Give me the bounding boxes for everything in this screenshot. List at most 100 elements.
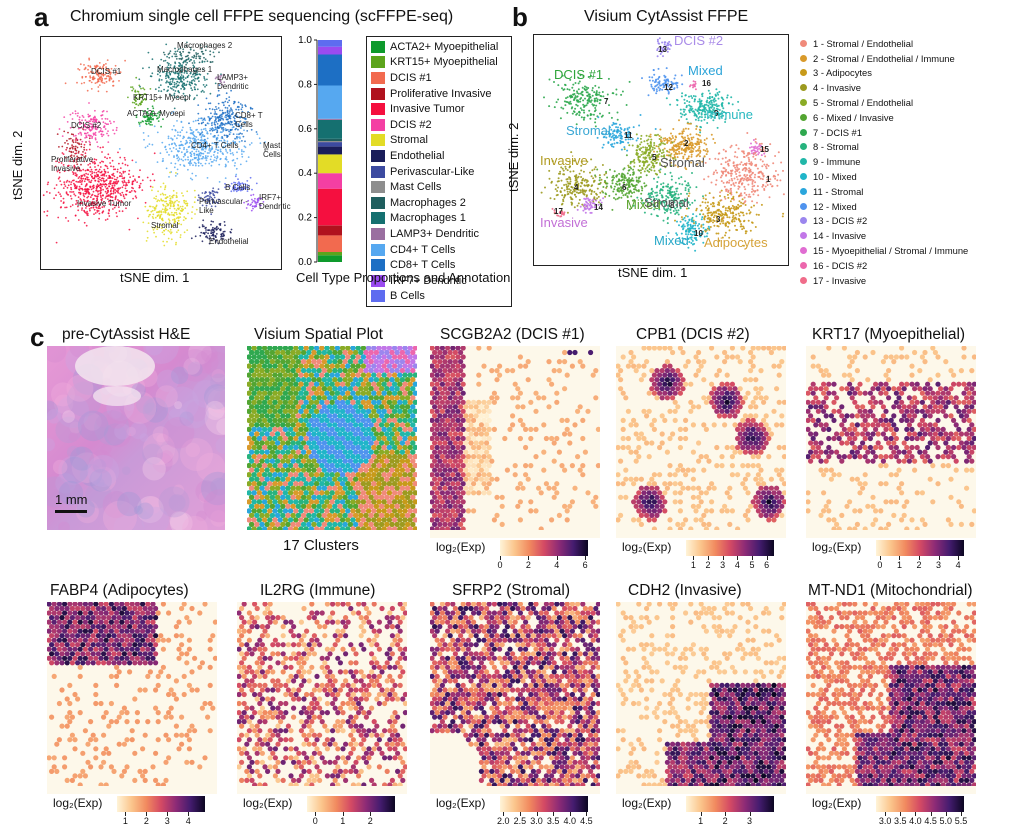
visium-cluster-points	[594, 154, 653, 211]
colorbar-tick	[708, 556, 709, 560]
visium-legend-item: 16 - DCIS #2	[800, 258, 968, 273]
colorbar-tick-label: 0	[497, 560, 503, 570]
panel-c-letter: c	[30, 322, 45, 352]
colorbar-tick	[960, 812, 962, 816]
legend-item: LAMP3+ Dendritic	[371, 226, 507, 242]
legend-dot	[800, 187, 807, 195]
legend-swatch	[371, 227, 385, 240]
visium-cluster-annotation: Adipocytes	[704, 235, 768, 250]
bar-tick-label: 0.2	[298, 213, 312, 224]
visium-cluster-points	[649, 119, 716, 171]
bar-segment	[318, 154, 342, 174]
legend-dot	[800, 276, 807, 284]
colorbar-tick	[700, 812, 702, 816]
legend-dot	[800, 261, 807, 269]
visium-cluster-number: 17	[554, 207, 563, 216]
colorbar-label: log₂(Exp)	[53, 796, 103, 810]
legend-label: 16 - DCIS #2	[813, 259, 868, 271]
bar-segment	[318, 188, 342, 226]
bar-tick-label: 0.6	[298, 124, 312, 135]
cell-type-legend: ACTA2+ Myoepithelial KRT15+ Myoepithelial…	[366, 36, 512, 308]
visium-cluster-annotation: Mixed	[654, 233, 689, 248]
gene-expression-map	[806, 346, 976, 538]
gene-expression-map	[430, 346, 600, 538]
tsne-cluster	[138, 43, 222, 110]
visium-cluster-annotation: Invasive	[540, 215, 588, 230]
visium-legend-item: 2 - Stromal / Endothelial / Immune	[800, 51, 968, 66]
gene-expression-map	[616, 346, 786, 538]
tsne-cluster	[64, 57, 126, 93]
legend-item: DCIS #2	[371, 117, 507, 133]
scale-bar	[55, 510, 87, 513]
colorbar-tick-label: 2	[916, 560, 922, 570]
visium-cluster-number: 16	[702, 79, 711, 88]
colorbar-tick-label: 3	[720, 560, 726, 570]
legend-label: DCIS #2	[390, 118, 432, 131]
legend-dot	[800, 128, 807, 136]
legend-label: 4 - Invasive	[813, 82, 861, 94]
visium-cluster-annotation: DCIS #1	[554, 67, 604, 82]
tsne-cluster	[190, 219, 233, 245]
colorbar-tick-label: 1	[340, 816, 346, 826]
colorbar-tick	[737, 556, 739, 560]
bar-segment	[318, 46, 342, 55]
bar-segment	[318, 138, 342, 141]
bar-tick-label: 1.0	[298, 35, 312, 46]
colorbar-tick-label: 4	[554, 560, 560, 570]
colorbar-tick-label: 3	[936, 560, 942, 570]
panel-a-xlabel: tSNE dim. 1	[120, 270, 190, 285]
visium-legend-item: 15 - Myoepithelial / Stromal / Immune	[800, 243, 968, 258]
bar-segment	[318, 40, 342, 47]
colorbar-tick-label: 2	[525, 560, 531, 570]
gene-title: CPB1 (DCIS #2)	[636, 326, 750, 343]
legend-swatch	[371, 103, 385, 116]
visium-cluster-points	[551, 207, 566, 218]
legend-swatch	[371, 165, 385, 178]
visium-cluster-points	[623, 133, 677, 176]
legend-label: 7 - DCIS #1	[813, 126, 862, 138]
bar-segment	[318, 54, 342, 86]
colorbar-label: log₂(Exp)	[812, 540, 862, 554]
colorbar-tick-label: 6	[582, 560, 588, 570]
legend-label: Perivascular-Like	[390, 165, 475, 178]
legend-swatch	[371, 149, 385, 162]
visium-legend-item: 7 - DCIS #1	[800, 125, 968, 140]
colorbar-tick	[503, 812, 505, 816]
panel-a-ylabel: tSNE dim. 2	[10, 130, 25, 200]
colorbar-label: log₂(Exp)	[436, 540, 486, 554]
visium-cluster-points	[596, 114, 657, 152]
gene-expression-map	[616, 602, 786, 794]
visium-legend-item: 12 - Mixed	[800, 199, 968, 214]
tsne-cluster-label: KRT15+ Myoepi	[133, 93, 191, 102]
tsne-cluster-label: Invasive Tumor	[77, 199, 132, 208]
colorbar-tick	[899, 556, 901, 560]
legend-label: CD8+ T Cells	[390, 259, 456, 272]
visium-legend-item: 5 - Stromal / Endothelial	[800, 95, 968, 110]
legend-label: 11 - Stromal	[813, 185, 864, 197]
colorbar-tick-label: 0	[877, 560, 883, 570]
visium-cluster-number: 3	[716, 215, 721, 224]
legend-label: Invasive Tumor	[390, 103, 465, 116]
gene-title: FABP4 (Adipocytes)	[50, 582, 189, 599]
colorbar	[500, 540, 588, 556]
legend-label: LAMP3+ Dendritic	[390, 227, 479, 240]
tsne-cluster-label: Macrophages 2	[177, 41, 233, 50]
colorbar-tick	[315, 812, 317, 816]
visium-legend-item: 10 - Mixed	[800, 169, 968, 184]
colorbar-tick-label: 4	[185, 816, 191, 826]
colorbar-tick	[125, 812, 127, 816]
colorbar	[686, 540, 774, 556]
legend-label: Macrophages 2	[390, 196, 466, 209]
colorbar	[686, 796, 774, 812]
bar-tick-label: 0.8	[298, 79, 312, 90]
legend-label: 6 - Mixed / Invasive	[813, 111, 894, 123]
colorbar-tick	[370, 812, 372, 816]
tsne-cluster-label: CD8+ T Cells	[235, 111, 263, 129]
legend-label: 8 - Stromal	[813, 141, 859, 153]
tsne-cluster	[264, 147, 269, 152]
visium-legend-item: 17 - Invasive	[800, 273, 968, 288]
gene-title: SCGB2A2 (DCIS #1)	[440, 326, 585, 343]
colorbar-tick	[915, 812, 917, 816]
cell-type-proportion-bar: 0.0 0.2 0.4 0.6 0.8 1.0	[298, 35, 342, 268]
tsne-cluster	[243, 193, 265, 212]
